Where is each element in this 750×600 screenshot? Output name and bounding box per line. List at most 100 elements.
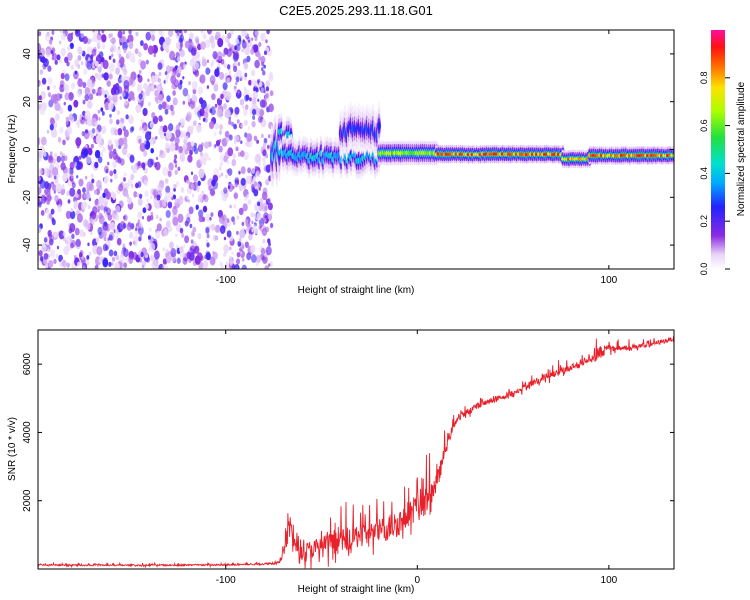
noise-cell (86, 78, 93, 88)
noise-cell (69, 238, 73, 243)
noise-cell (143, 150, 148, 157)
noise-cell (39, 47, 46, 57)
noise-cell (207, 30, 212, 34)
spectrogram-ticks: -100 100 -40 -20 0 20 40 (22, 30, 674, 286)
noise-cell (123, 80, 130, 90)
noise-cell (204, 118, 208, 123)
noise-cell (109, 73, 113, 80)
noise-cell (240, 177, 246, 186)
noise-cell (239, 229, 246, 239)
noise-cell (80, 50, 84, 55)
noise-cell (179, 34, 184, 42)
noise-cell (94, 60, 99, 67)
noise-cell (243, 151, 249, 161)
noise-cell (184, 40, 190, 49)
noise-cell (219, 124, 224, 131)
y-tick-label: -40 (22, 237, 33, 252)
colorbar-tick-label: 0.8 (699, 72, 709, 85)
noise-cell (112, 160, 118, 169)
noise-cell (137, 85, 141, 91)
noise-cell (187, 154, 193, 163)
noise-cell (259, 197, 264, 205)
noise-cell (139, 126, 143, 132)
noise-cell (202, 205, 208, 213)
colorbar-tick-label: 0.2 (699, 215, 709, 228)
noise-cell (84, 110, 91, 120)
noise-cell (38, 186, 42, 195)
noise-cell (104, 165, 109, 174)
noise-cell (84, 175, 88, 180)
noise-cell (189, 223, 193, 229)
noise-cell (140, 251, 144, 258)
noise-cell (229, 256, 232, 260)
noise-cell (112, 84, 118, 92)
noise-cell (119, 254, 125, 263)
noise-cell (150, 195, 153, 200)
noise-cell (213, 168, 219, 177)
noise-cell (65, 210, 72, 220)
noise-cell (123, 68, 128, 76)
noise-cell (247, 167, 252, 174)
noise-cell (124, 99, 128, 106)
noise-cell (175, 124, 180, 131)
noise-cell (231, 121, 235, 127)
noise-cell (206, 85, 210, 89)
noise-cell (155, 156, 159, 161)
noise-cell (63, 83, 69, 92)
noise-cell (76, 175, 79, 179)
noise-cell (156, 100, 159, 104)
noise-cell (38, 42, 41, 53)
noise-cell (69, 210, 76, 220)
noise-cell (162, 128, 166, 133)
noise-cell (82, 265, 86, 269)
noise-cell (83, 219, 89, 228)
noise-cell (240, 123, 244, 128)
noise-cell (78, 155, 82, 160)
snr-y-axis-label: SNR (10 * v/v) (7, 417, 18, 481)
noise-cell (241, 221, 245, 226)
noise-cell (243, 108, 248, 116)
noise-cell (62, 232, 66, 237)
noise-cell (60, 32, 66, 41)
noise-cell (123, 129, 129, 138)
noise-cell (180, 187, 185, 193)
noise-cell (110, 221, 116, 231)
noise-cell (133, 240, 138, 247)
noise-cell (190, 183, 195, 190)
noise-cell (235, 76, 240, 83)
noise-cell (227, 147, 234, 157)
noise-cell (186, 111, 193, 121)
noise-cell (90, 38, 93, 42)
noise-cell (43, 151, 47, 157)
noise-cell (149, 227, 152, 232)
noise-cell (95, 237, 100, 243)
noise-cell (225, 174, 228, 179)
noise-cell (201, 56, 206, 62)
noise-cell (175, 128, 181, 138)
noise-cell (244, 63, 248, 69)
noise-cell (65, 235, 72, 245)
noise-cell (221, 192, 228, 202)
noise-cell (261, 202, 268, 213)
noise-cell (84, 94, 90, 102)
noise-cell (251, 184, 255, 190)
noise-cell (59, 59, 62, 64)
noise-cell (205, 67, 211, 75)
noise-cell (246, 38, 252, 48)
y-tick-label: 20 (22, 96, 33, 108)
noise-cell (248, 229, 252, 235)
noise-cell (123, 177, 126, 182)
noise-cell (255, 254, 261, 263)
noise-cell (147, 235, 151, 240)
noise-cell (113, 169, 117, 175)
noise-cell (262, 149, 267, 157)
noise-cell (247, 126, 251, 131)
noise-cell (252, 90, 258, 99)
noise-cell (138, 69, 142, 75)
noise-cell (155, 214, 159, 220)
noise-cell (62, 173, 68, 182)
noise-cell (48, 260, 54, 268)
noise-cell (82, 36, 88, 44)
noise-cell (85, 129, 88, 134)
noise-cell (223, 63, 227, 68)
